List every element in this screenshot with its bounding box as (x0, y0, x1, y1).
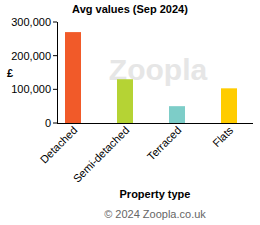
y-tick-label: 300,000 (11, 16, 51, 28)
source: © 2024 Zoopla.co.uk (104, 208, 206, 220)
x-axis-label: Property type (120, 188, 191, 200)
x-tick-label: Semi-detached (71, 124, 132, 185)
y-tick (53, 55, 57, 56)
bar (221, 88, 237, 123)
bar (117, 79, 133, 123)
x-tick-label: Detached (38, 124, 80, 166)
x-tick-label: Flats (210, 124, 236, 150)
y-tick-label: 0 (45, 117, 51, 129)
chart: ZooplaAvg values (Sep 2024)0100,000200,0… (0, 0, 260, 225)
y-axis (57, 22, 58, 123)
x-axis (57, 123, 253, 124)
y-axis-label: £ (7, 67, 13, 79)
y-tick (53, 22, 57, 23)
y-tick (53, 89, 57, 90)
bar (65, 32, 81, 123)
bar (169, 106, 185, 123)
y-tick (53, 123, 57, 124)
title: Avg values (Sep 2024) (72, 3, 188, 15)
x-tick-label: Terraced (145, 124, 184, 163)
y-tick-label: 200,000 (11, 50, 51, 62)
y-tick-label: 100,000 (11, 83, 51, 95)
bars (65, 32, 237, 123)
